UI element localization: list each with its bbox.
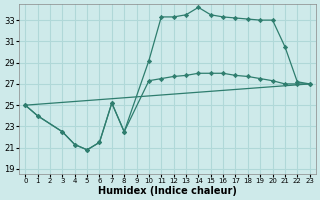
X-axis label: Humidex (Indice chaleur): Humidex (Indice chaleur) xyxy=(98,186,237,196)
